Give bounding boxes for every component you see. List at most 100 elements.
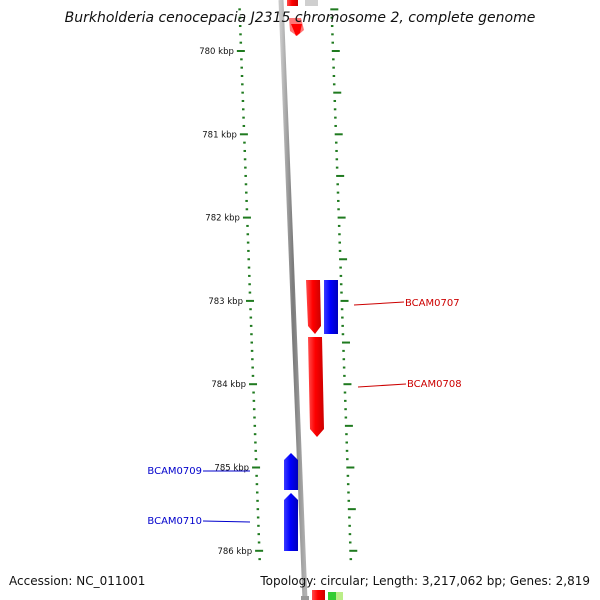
ruler-tick-mark: [242, 116, 245, 119]
ruler-tick-mark: [338, 233, 341, 236]
ruler-tick-mark: [335, 149, 338, 152]
ruler-tick-mark: [348, 541, 352, 544]
ruler-tick-mark: [246, 241, 250, 244]
ruler-tick-mark: [339, 266, 342, 269]
ruler-tick-mark: [342, 358, 346, 361]
ruler-tick-mark: [333, 108, 337, 111]
ruler-tick-mark: [335, 166, 339, 169]
ruler-tick-mark: [241, 91, 244, 94]
ruler-tick-mark: [334, 141, 338, 144]
ruler-tick-mark: [241, 99, 245, 102]
forward-strand-genes: [306, 280, 324, 437]
ruler-tick-mark: [342, 366, 346, 369]
ruler-tick-mark: [331, 41, 334, 44]
ruler-tick-mark: [238, 25, 242, 28]
ruler-tick-mark: [255, 474, 258, 477]
ruler-tick-mark: [340, 291, 343, 294]
ruler-tick-mark: [331, 33, 334, 36]
ruler-tick-mark: [251, 374, 255, 377]
ruler-tick-mark: [334, 133, 343, 136]
ruler-tick-mark: [345, 433, 348, 436]
ruler-tick-mark: [348, 524, 351, 527]
ruler-tick-mark: [245, 208, 249, 211]
ruler-tick-mark: [347, 499, 351, 502]
ruler-tick-mark: [334, 124, 337, 127]
ruler-tick-mark: [243, 158, 247, 161]
ruler-tick-mark: [342, 349, 345, 352]
ruler-tick-mark: [243, 141, 246, 144]
ruler-tick-mark: [336, 191, 340, 194]
gene-label-bcam0708[interactable]: BCAM0708: [407, 379, 462, 390]
gene-label-bcam0710[interactable]: BCAM0710: [147, 516, 202, 527]
accession-label: Accession: NC_011001: [9, 574, 146, 588]
ruler-tick-mark: [247, 266, 251, 269]
ruler-tick-mark: [238, 8, 241, 11]
ruler-tick-mark: [246, 233, 250, 236]
gene-label-bcam0709[interactable]: BCAM0709: [147, 466, 202, 477]
ruler-tick-mark: [330, 8, 339, 11]
gene-forward-feature[interactable]: [308, 337, 324, 437]
ruler-tick-label: 784 kbp: [211, 380, 246, 390]
gene-bcam0707-feature[interactable]: [306, 280, 321, 334]
ruler-tick-mark: [249, 316, 253, 319]
ruler-tick-mark: [239, 33, 242, 36]
ruler-tick-mark: [333, 99, 337, 102]
ruler-tick-mark: [345, 441, 348, 444]
ruler-tick-mark: [338, 249, 342, 252]
ruler-tick-mark: [238, 16, 242, 19]
ruler-tick-mark: [245, 299, 254, 302]
ruler-tick-mark: [254, 458, 258, 461]
ruler-tick-mark: [335, 158, 339, 161]
ruler-tick-mark: [247, 249, 250, 252]
ruler-tick-mark: [349, 558, 353, 561]
genome-backbone: [278, 0, 308, 600]
ruler-tick-label: 783 kbp: [208, 297, 243, 307]
ruler-tick-mark: [341, 341, 350, 344]
ruler-tick-mark: [333, 91, 342, 94]
ruler-tick-mark: [332, 74, 336, 77]
ruler-tick-mark: [346, 483, 350, 486]
ruler-tick-mark: [339, 258, 348, 261]
gene-bcam0709-feature[interactable]: [284, 453, 298, 490]
ruler-tick-mark: [346, 466, 355, 469]
ruler-tick-mark: [349, 549, 358, 552]
ruler-tick-label: 782 kbp: [205, 214, 240, 224]
ruler-tick-mark: [330, 25, 334, 28]
ruler-tick-mark: [346, 474, 350, 477]
ruler-tick-mark: [337, 216, 346, 219]
gene-label-bcam0707[interactable]: BCAM0707: [405, 298, 460, 309]
gene-reverse-feature[interactable]: [324, 280, 338, 334]
ruler-tick-mark: [252, 391, 255, 394]
ruler-tick-mark: [251, 358, 254, 361]
ruler-tick-mark: [252, 466, 261, 469]
ruler-tick-mark: [252, 399, 256, 402]
ruler-outer-track: [330, 8, 358, 561]
ruler-tick-mark: [253, 433, 257, 436]
genome-title: Burkholderia cenocepacia J2315 chromosom…: [64, 10, 536, 26]
ruler-tick-mark: [339, 283, 343, 286]
ruler-tick-mark: [344, 416, 348, 419]
ruler-tick-mark: [248, 274, 251, 277]
ruler-tick-mark: [253, 416, 256, 419]
ruler-tick-mark: [246, 224, 249, 227]
ruler-tick-mark: [250, 349, 254, 352]
ruler-tick-mark: [257, 541, 261, 544]
ruler-tick-mark: [236, 50, 245, 52]
ruler-tick-mark: [332, 66, 335, 69]
reverse-strand-genes: [284, 280, 338, 551]
ruler-tick-mark: [348, 516, 351, 519]
ruler-tick-mark: [256, 499, 259, 502]
ruler-tick-mark: [250, 333, 253, 336]
ruler-tick-mark: [341, 324, 344, 327]
ruler-tick-mark: [347, 508, 356, 511]
gene-bcam0710-feature[interactable]: [284, 493, 298, 551]
ruler-inner-track: [236, 8, 264, 561]
ruler-tick-mark: [249, 383, 258, 386]
ruler-tick-mark: [248, 291, 252, 294]
ruler-tick-mark: [343, 374, 346, 377]
ruler-tick-mark: [340, 308, 344, 311]
ruler-tick-mark: [244, 174, 247, 177]
ruler-tick-mark: [344, 408, 347, 411]
